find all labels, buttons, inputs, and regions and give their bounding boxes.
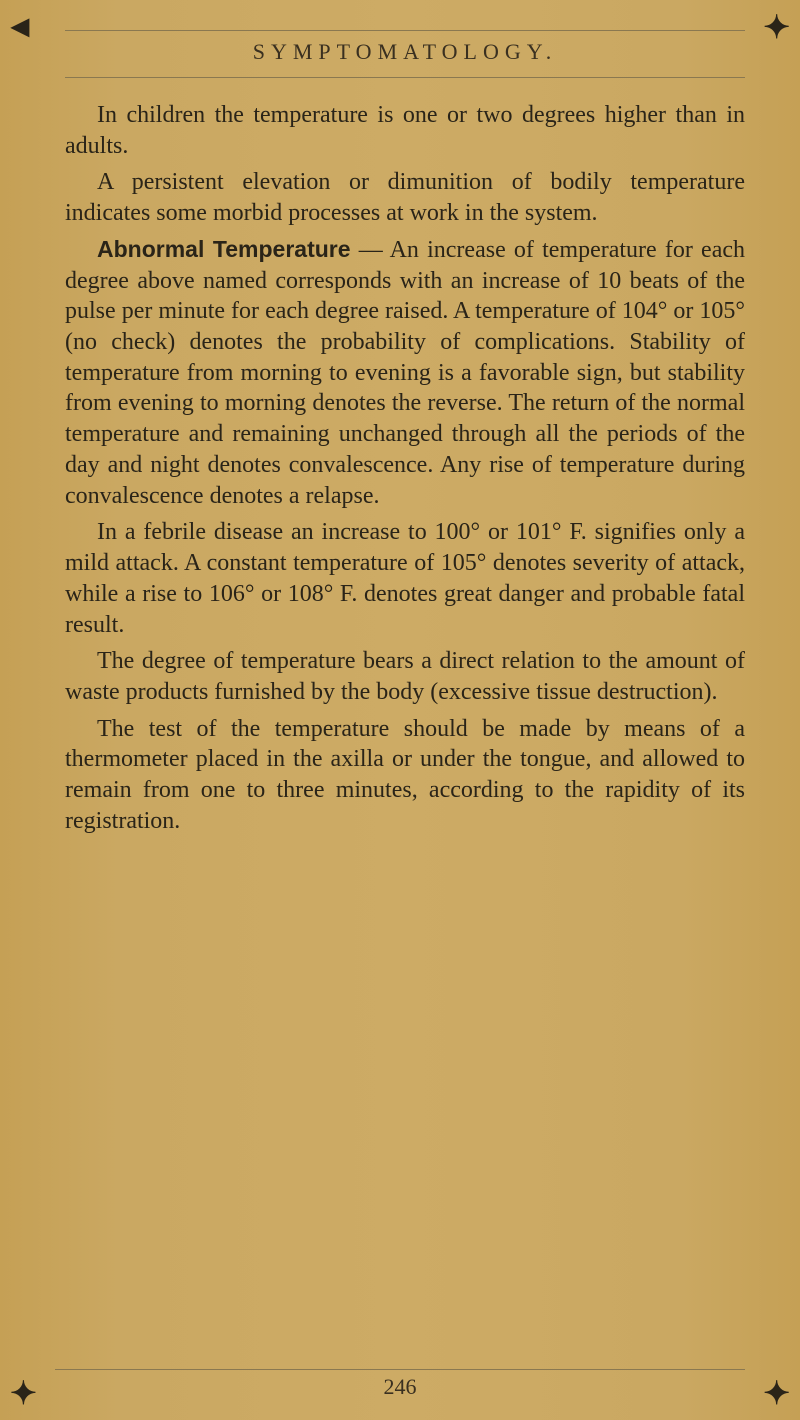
corner-mark-top-left: ◄ <box>4 8 36 45</box>
page-number: 246 <box>384 1374 417 1400</box>
paragraph-1: In children the temperature is one or tw… <box>65 100 745 161</box>
footer-rule <box>55 1369 745 1370</box>
paragraph-3: Abnormal Temperature — An increase of te… <box>65 235 745 511</box>
paragraph-6: The test of the temperature should be ma… <box>65 714 745 837</box>
paragraph-5: The degree of temperature bears a direct… <box>65 646 745 707</box>
corner-mark-bottom-left: ✦ <box>10 1374 37 1412</box>
document-page: ◄ ✦ ✦ ✦ SYMPTOMATOLOGY. In children the … <box>0 0 800 1420</box>
corner-mark-top-right: ✦ <box>763 8 790 46</box>
bold-term-abnormal-temperature: Abnormal Temperature <box>97 236 351 262</box>
paragraph-3-text: — An increase of temperature for each de… <box>65 237 745 509</box>
corner-mark-bottom-right: ✦ <box>763 1374 790 1412</box>
page-header: SYMPTOMATOLOGY. <box>65 39 745 78</box>
paragraph-2: A persistent elevation or dimunition of … <box>65 167 745 228</box>
header-rule-top <box>65 30 745 31</box>
body-text: In children the temperature is one or tw… <box>65 100 745 837</box>
paragraph-4: In a febrile disease an increase to 100°… <box>65 517 745 640</box>
